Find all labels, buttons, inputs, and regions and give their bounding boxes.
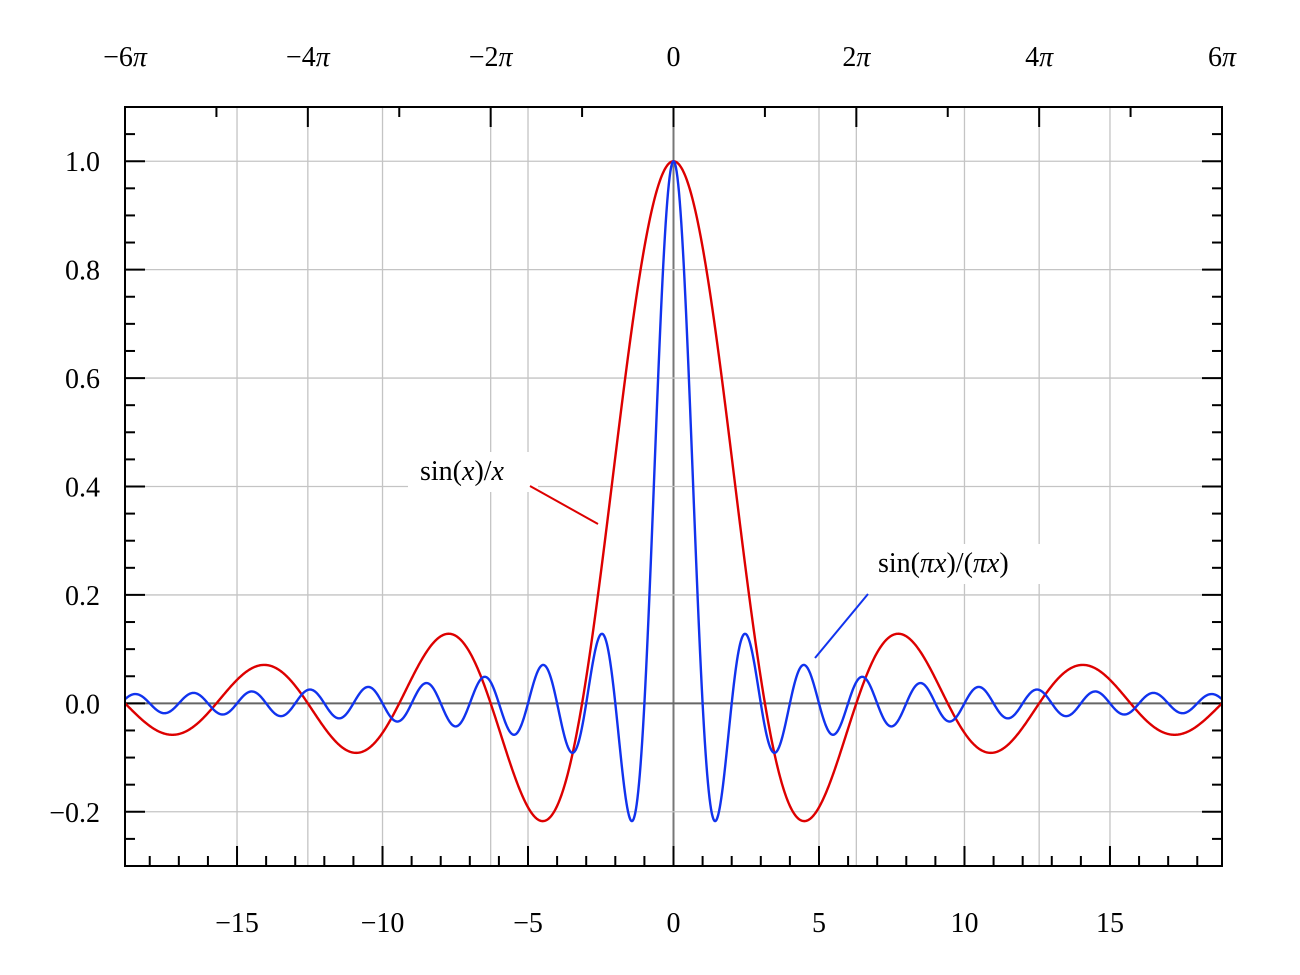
x-tick-label-top: 0 bbox=[667, 42, 681, 73]
series-group bbox=[124, 160, 1223, 823]
y-tick-label: 0.6 bbox=[65, 364, 100, 395]
y-tick-label: 0.8 bbox=[65, 256, 100, 287]
annotations: sin(x)/x sin(πx)/(πx) bbox=[408, 452, 1044, 659]
annotation-background bbox=[408, 452, 538, 492]
x-tick-label-bottom: −5 bbox=[513, 908, 543, 939]
plot-frame bbox=[124, 106, 1223, 867]
x-tick-label-bottom: 15 bbox=[1096, 908, 1124, 939]
x-tick-label-bottom: 5 bbox=[812, 908, 826, 939]
annotation-label: sin(πx)/(πx) bbox=[878, 548, 1009, 579]
y-tick-label: 0.0 bbox=[65, 689, 100, 720]
x-tick-label-top: 4π bbox=[1025, 42, 1054, 73]
x-tick-label-bottom: 0 bbox=[667, 908, 681, 939]
x-tick-label-bottom: −10 bbox=[361, 908, 405, 939]
grid-lines bbox=[125, 107, 1222, 866]
x-tick-label-top: 6π bbox=[1208, 42, 1237, 73]
x-tick-label-top: −2π bbox=[469, 42, 514, 73]
y-tick-label: 1.0 bbox=[65, 147, 100, 178]
annotation-label: sin(x)/x bbox=[420, 456, 505, 487]
major-ticks bbox=[124, 107, 1223, 866]
y-tick-label: −0.2 bbox=[49, 798, 100, 829]
series-line-sinc-normalized bbox=[124, 160, 1223, 823]
x-tick-label-top: −4π bbox=[286, 42, 331, 73]
x-tick-label-top: −6π bbox=[103, 42, 148, 73]
x-tick-label-top: 2π bbox=[842, 42, 871, 73]
minor-ticks bbox=[125, 106, 1222, 867]
x-tick-label-bottom: 10 bbox=[950, 908, 978, 939]
annotation-leader-line bbox=[529, 485, 599, 525]
annotation-leader-line bbox=[814, 593, 869, 659]
y-tick-label: 0.4 bbox=[65, 473, 100, 504]
annotation-background bbox=[866, 544, 1044, 584]
y-tick-label: 0.2 bbox=[65, 581, 100, 612]
x-tick-label-bottom: −15 bbox=[215, 908, 259, 939]
tick-labels: −15 −10 −5 0 5 10 15 −6π −4π −2π 0 2π 4π 6π −0.2 0.0 0.2… bbox=[49, 42, 1237, 939]
